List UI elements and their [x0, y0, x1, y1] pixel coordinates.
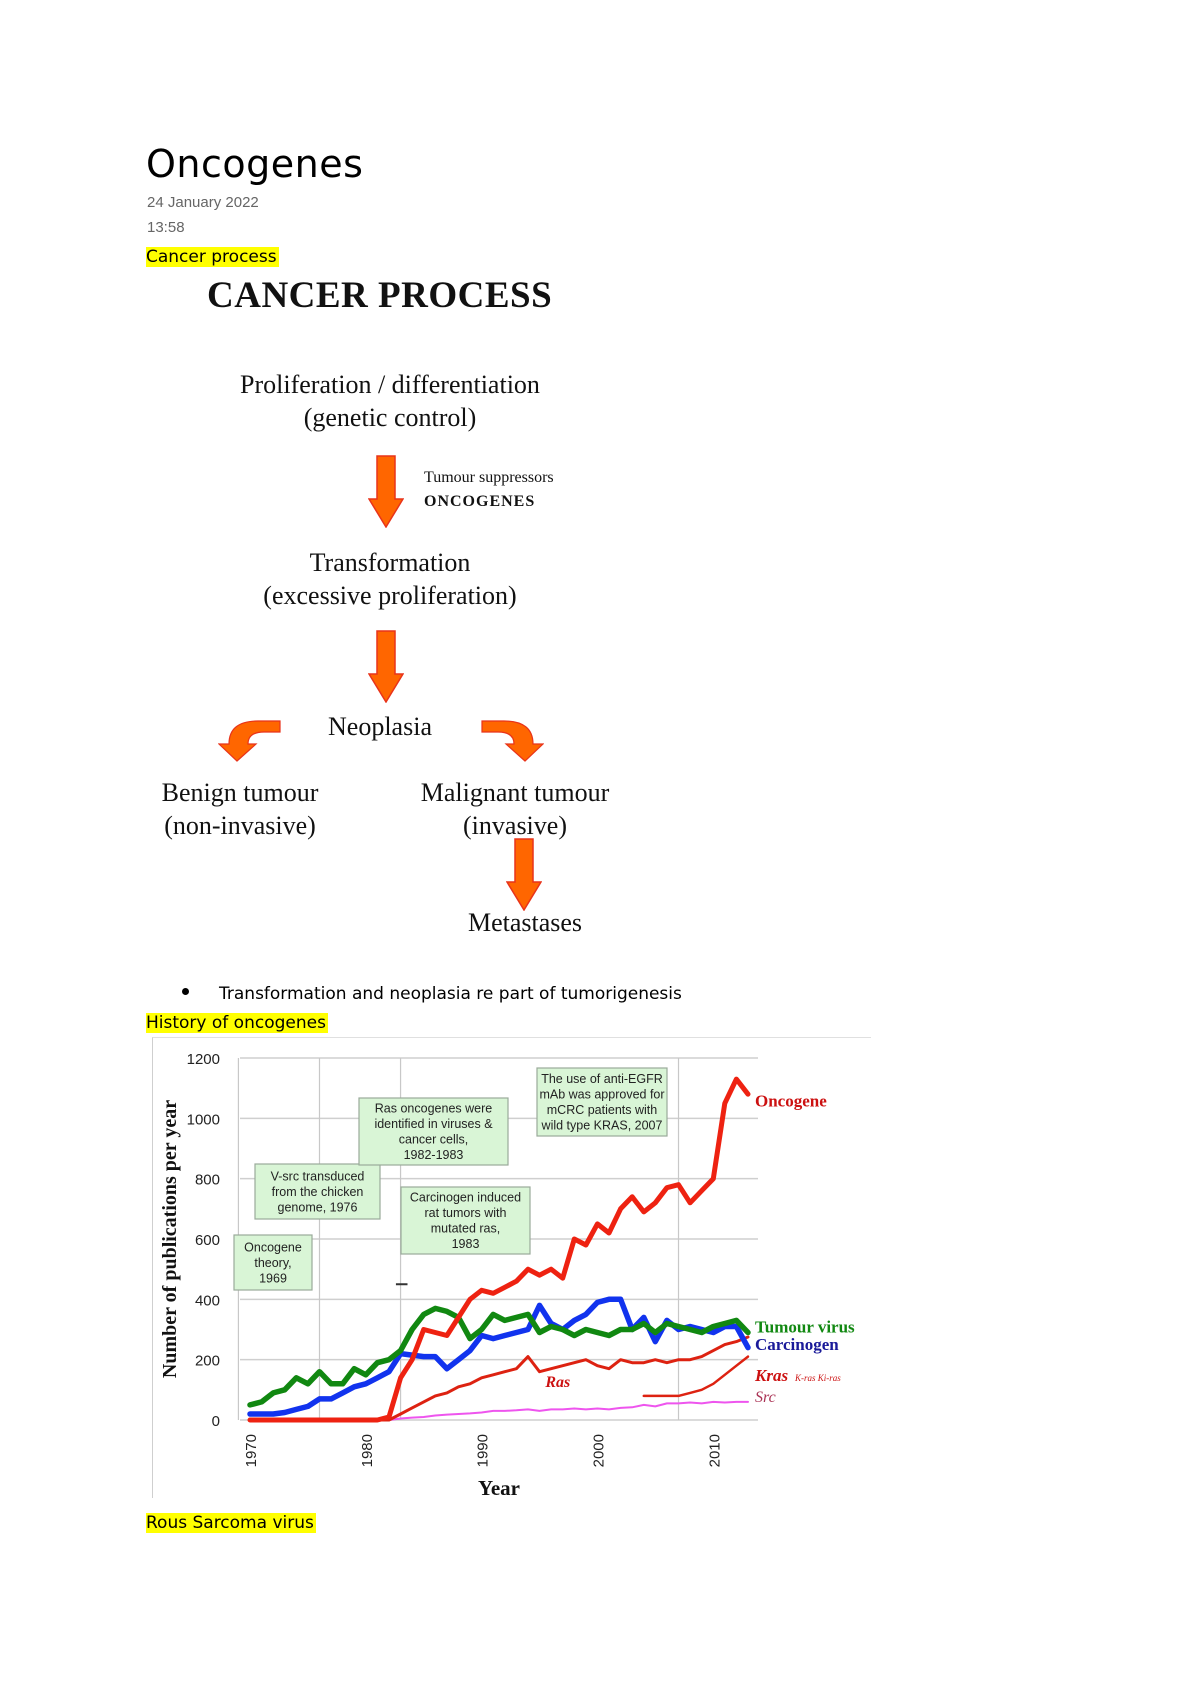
series-line-tumour-virus [247, 1305, 751, 1408]
annotation-text: cancer cells, [399, 1133, 468, 1147]
legend-src: Src [755, 1389, 776, 1406]
annotation-box: Oncogene theory,1969 [233, 1234, 313, 1291]
y-tick-label: 200 [195, 1353, 220, 1370]
page-time: 13:58 [147, 219, 185, 236]
annotation-text: Ras oncogenes were [375, 1102, 492, 1116]
down-arrow-icon [506, 838, 542, 911]
annotation-text: V-src transduced [271, 1169, 365, 1183]
curved-arrow-left-icon [218, 720, 281, 762]
page-title: Oncogenes [146, 142, 364, 186]
annotation-text: from the chicken [272, 1185, 364, 1199]
annotation-text: The use of anti-EGFR [541, 1072, 663, 1086]
chart-frame [152, 1037, 871, 1498]
bullet-list: Transformation and neoplasia re part of … [182, 984, 682, 1004]
legend-tumour-virus: Tumour virus [755, 1318, 855, 1337]
y-tick-label: 1200 [187, 1051, 220, 1068]
annotation-text: 1982-1983 [404, 1148, 464, 1162]
annotation-text: wild type KRAS, 2007 [541, 1119, 663, 1133]
annotation-text: identified in viruses & [374, 1117, 493, 1131]
node-benign-line1: Benign tumour [161, 778, 319, 807]
x-tick-label: 2000 [590, 1434, 607, 1467]
annotation-box: V-src transduced from the chickengenome, … [254, 1163, 381, 1220]
series-line-kras [642, 1355, 750, 1398]
node-proliferation-line1: Proliferation / differentiation [240, 370, 540, 399]
down-arrow-icon [368, 630, 404, 703]
publications-chart: 0 200 400 600 800 1000 1200 1970 1980 1990 2000 201… [159, 1051, 855, 1497]
down-arrow-icon [368, 455, 404, 528]
y-tick-label: 600 [195, 1232, 220, 1249]
section-heading-history: History of oncogenes [146, 1013, 328, 1033]
node-neoplasia: Neoplasia [328, 712, 432, 741]
legend-carcinogen: Carcinogen [755, 1335, 839, 1354]
annotation-text: theory, [254, 1256, 291, 1270]
y-tick-label: 0 [212, 1413, 220, 1430]
y-tick-label: 800 [195, 1172, 220, 1189]
node-malignant-line1: Malignant tumour [420, 778, 610, 807]
node-transformation-line1: Transformation [309, 548, 471, 577]
bullet-item: Transformation and neoplasia re part of … [219, 984, 682, 1004]
curved-arrow-right-icon [481, 720, 544, 762]
section-heading-rous-sarcoma: Rous Sarcoma virus [146, 1513, 316, 1533]
x-tick-label: 2010 [706, 1434, 723, 1467]
annotation-text: mAb was approved for [539, 1088, 664, 1102]
node-benign: Benign tumour (non-invasive) [140, 776, 340, 842]
node-proliferation-line2: (genetic control) [303, 403, 477, 432]
annotation-text: Oncogene [244, 1240, 302, 1254]
node-benign-line2: (non-invasive) [164, 811, 316, 840]
y-tick-label: 400 [195, 1292, 220, 1309]
note-oncogenes: ONCOGENES [424, 493, 536, 510]
node-transformation-line2: (excessive proliferation) [263, 581, 517, 610]
note-tumour-suppressors: Tumour suppressors [424, 469, 554, 486]
annotation-text: mutated ras, [431, 1222, 500, 1236]
bullet-icon [182, 987, 189, 995]
annotation-text: 1969 [259, 1271, 287, 1285]
x-axis-title: Year [478, 1476, 520, 1497]
y-axis-title: Number of publications per year [159, 1100, 181, 1378]
diagram-title: CANCER PROCESS [207, 275, 553, 316]
annotation-text: rat tumors with [425, 1206, 507, 1220]
annotation-text: 1983 [452, 1237, 480, 1251]
x-tick-label: 1980 [359, 1434, 376, 1467]
node-transformation: Transformation (excessive proliferation) [190, 546, 590, 612]
annotation-box: The use of anti-EGFR mAb was approved for… [536, 1067, 668, 1137]
annotation-text: mCRC patients with [547, 1103, 657, 1117]
legend-oncogene: Oncogene [755, 1091, 827, 1110]
node-proliferation: Proliferation / differentiation (genetic… [190, 368, 590, 434]
legend-kras: Kras [754, 1366, 788, 1385]
node-malignant-line2: (invasive) [463, 811, 567, 840]
section-heading-cancer-process: Cancer process [146, 247, 279, 267]
node-metastases: Metastases [467, 908, 583, 937]
page-date: 24 January 2022 [147, 194, 259, 211]
x-tick-label: 1990 [475, 1434, 492, 1467]
node-malignant: Malignant tumour (invasive) [400, 776, 630, 842]
arrow-note: Tumour suppressors ONCOGENES [424, 466, 554, 514]
series-line-oncogene [247, 1076, 751, 1423]
y-tick-label: 1000 [187, 1111, 220, 1128]
series-line-src [249, 1400, 749, 1421]
annotation-text: Carcinogen induced [410, 1191, 521, 1205]
legend-kras-aliases: K-ras Ki-ras [794, 1373, 841, 1383]
annotation-text: genome, 1976 [278, 1200, 358, 1214]
x-tick-label: 1970 [243, 1434, 260, 1467]
inline-label-ras: Ras [544, 1374, 570, 1391]
